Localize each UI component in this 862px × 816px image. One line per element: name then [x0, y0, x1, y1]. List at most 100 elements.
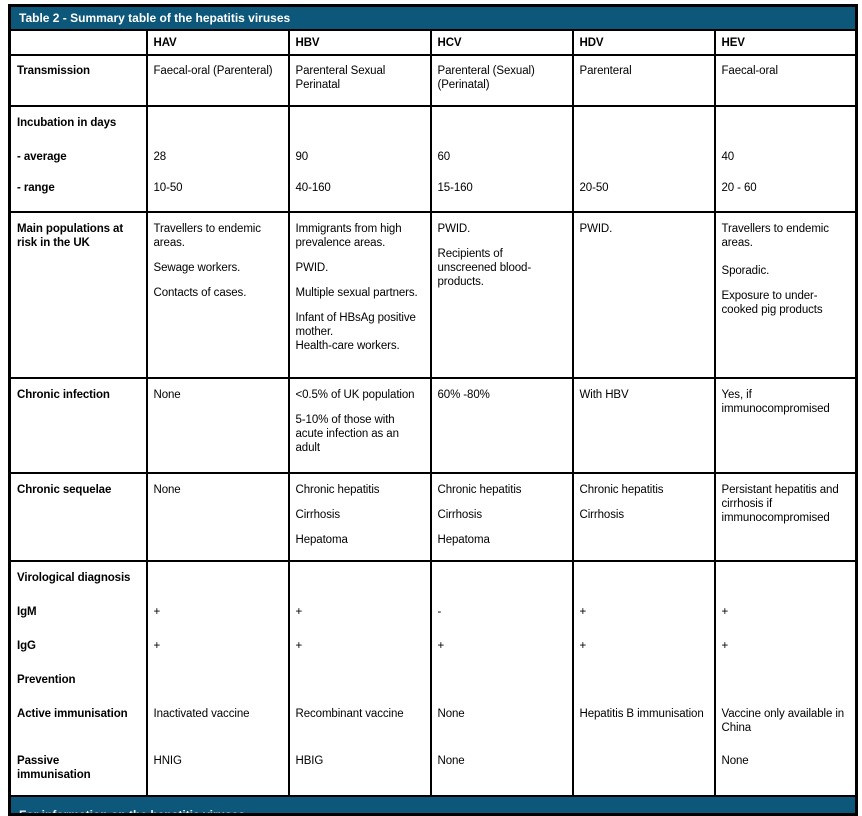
row-label-populations: Main populations at risk in the UK	[8, 210, 147, 378]
cell-text: Cirrhosis	[579, 508, 625, 521]
cell-text: Exposure to under-cooked pig products	[721, 289, 823, 316]
table-row: Chronic sequelae None Chronic hepatitis …	[8, 471, 857, 561]
row-label-text: Chronic infection	[17, 388, 110, 401]
table-row: - range 10-50 40-160 15-160 20-50 20 - 6…	[8, 178, 857, 212]
cell-text: Multiple sexual partners.	[295, 286, 418, 299]
column-header-row: HAV HBV HCV HDV HEV	[8, 28, 857, 55]
cell-igm-hev: +	[713, 597, 857, 632]
cell-igm-hav: +	[145, 597, 289, 632]
row-label-text: Chronic sequelae	[17, 483, 112, 496]
cell-chronic-sequelae-hav: None	[145, 471, 289, 561]
row-label-text: - average	[17, 150, 67, 163]
cell-text: +	[721, 639, 729, 652]
cell-chronic-sequelae-hev: Persistant hepatitis and cirrhosis if im…	[713, 471, 857, 561]
cell-text: PWID.	[437, 222, 471, 235]
col-header-blank	[8, 28, 147, 55]
col-header-hev: HEV	[713, 28, 857, 55]
cell-text: 60	[437, 150, 451, 163]
cell-empty	[571, 104, 715, 148]
cell-text: +	[153, 639, 161, 652]
cell-passive-hcv: None	[429, 747, 573, 796]
cell-text: None	[721, 754, 749, 767]
cell-empty	[145, 559, 289, 598]
cell-text: 15-160	[437, 181, 473, 194]
table-row: Main populations at risk in the UK Trave…	[8, 210, 857, 378]
cell-chronic-infection-hav: None	[145, 376, 289, 473]
cell-populations-hbv: Immigrants from high prevalence areas. P…	[287, 210, 431, 378]
cell-text: 28	[153, 150, 167, 163]
row-label-transmission: Transmission	[8, 53, 147, 106]
cell-text: +	[295, 605, 303, 618]
cell-text: Travellers to endemic areas.	[153, 222, 262, 249]
col-header-hdv: HDV	[571, 28, 715, 55]
row-label-text: IgG	[17, 639, 36, 652]
cell-text: Parenteral	[579, 64, 632, 77]
cell-text: Recipients of unscreened blood-products.	[437, 247, 532, 288]
cell-populations-hcv: PWID. Recipients of unscreened blood-pro…	[429, 210, 573, 378]
cell-text: +	[579, 639, 587, 652]
table-row: Passive immunisation HNIG HBIG None None	[8, 747, 857, 796]
cell-chronic-sequelae-hbv: Chronic hepatitis Cirrhosis Hepatoma	[287, 471, 431, 561]
cell-text: <0.5% of UK population	[295, 388, 415, 401]
footer-bar: For information on the hepatitis viruses	[9, 794, 857, 814]
cell-empty	[571, 665, 715, 700]
row-label-text: Transmission	[17, 64, 90, 77]
col-header-hcv: HCV	[429, 28, 573, 55]
table-title-bar: Table 2 - Summary table of the hepatitis…	[9, 5, 857, 30]
cell-chronic-infection-hev: Yes, if immunocompromised	[713, 376, 857, 473]
cell-text: None	[153, 388, 181, 401]
cell-igm-hbv: +	[287, 597, 431, 632]
cell-text: 20-50	[579, 181, 609, 194]
row-label-passive-immunisation: Passive immunisation	[8, 747, 147, 796]
row-label-active-immunisation: Active immunisation	[8, 699, 147, 748]
cell-text: Cirrhosis	[437, 508, 483, 521]
cell-text: 90	[295, 150, 309, 163]
col-header-hav: HAV	[145, 28, 289, 55]
cell-transmission-hev: Faecal-oral	[713, 53, 857, 106]
cell-text: 10-50	[153, 181, 183, 194]
cell-chronic-infection-hcv: 60% -80%	[429, 376, 573, 473]
table-row: Virological diagnosis	[8, 559, 857, 598]
cell-populations-hav: Travellers to endemic areas. Sewage work…	[145, 210, 289, 378]
cell-empty	[287, 665, 431, 700]
row-label-text: - range	[17, 181, 55, 194]
cell-text: Hepatoma	[295, 533, 348, 546]
cell-passive-hev: None	[713, 747, 857, 796]
row-label-text: IgM	[17, 605, 37, 618]
cell-text: -	[437, 605, 442, 618]
cell-empty	[713, 104, 857, 148]
cell-text: Hepatoma	[437, 533, 490, 546]
cell-text: Recombinant vaccine	[295, 707, 404, 720]
row-label-igg: IgG	[8, 631, 147, 666]
cell-passive-hav: HNIG	[145, 747, 289, 796]
cell-chronic-sequelae-hdv: Chronic hepatitis Cirrhosis	[571, 471, 715, 561]
cell-empty	[571, 559, 715, 598]
cell-empty	[287, 104, 431, 148]
cell-text: +	[721, 605, 729, 618]
row-label-chronic-infection: Chronic infection	[8, 376, 147, 473]
table-title: Table 2 - Summary table of the hepatitis…	[9, 5, 857, 30]
cell-text: Health-care workers.	[295, 339, 400, 352]
table-row: IgG + + + + +	[8, 631, 857, 666]
cell-text: Sewage workers.	[153, 261, 241, 274]
cell-passive-hdv	[571, 747, 715, 796]
row-label-prevention: Prevention	[8, 665, 147, 700]
cell-text: Chronic hepatitis	[579, 483, 664, 496]
cell-populations-hev: Travellers to endemic areas. Sporadic. E…	[713, 210, 857, 378]
cell-transmission-hav: Faecal-oral (Parenteral)	[145, 53, 289, 106]
cell-text: 60% -80%	[437, 388, 490, 401]
cell-average-hav: 28	[145, 147, 289, 179]
cell-text: +	[295, 639, 303, 652]
cell-passive-hbv: HBIG	[287, 747, 431, 796]
cell-chronic-sequelae-hcv: Chronic hepatitis Cirrhosis Hepatoma	[429, 471, 573, 561]
row-label-text: immunisation	[17, 768, 91, 781]
cell-active-hcv: None	[429, 699, 573, 748]
table-row: Incubation in days	[8, 104, 857, 148]
cell-igm-hdv: +	[571, 597, 715, 632]
row-label-incubation: Incubation in days	[8, 104, 147, 148]
cell-average-hdv	[571, 147, 715, 179]
cell-active-hev: Vaccine only available in China	[713, 699, 857, 748]
cell-chronic-infection-hdv: With HBV	[571, 376, 715, 473]
hepatitis-summary-table: Table 2 - Summary table of the hepatitis…	[8, 4, 859, 816]
